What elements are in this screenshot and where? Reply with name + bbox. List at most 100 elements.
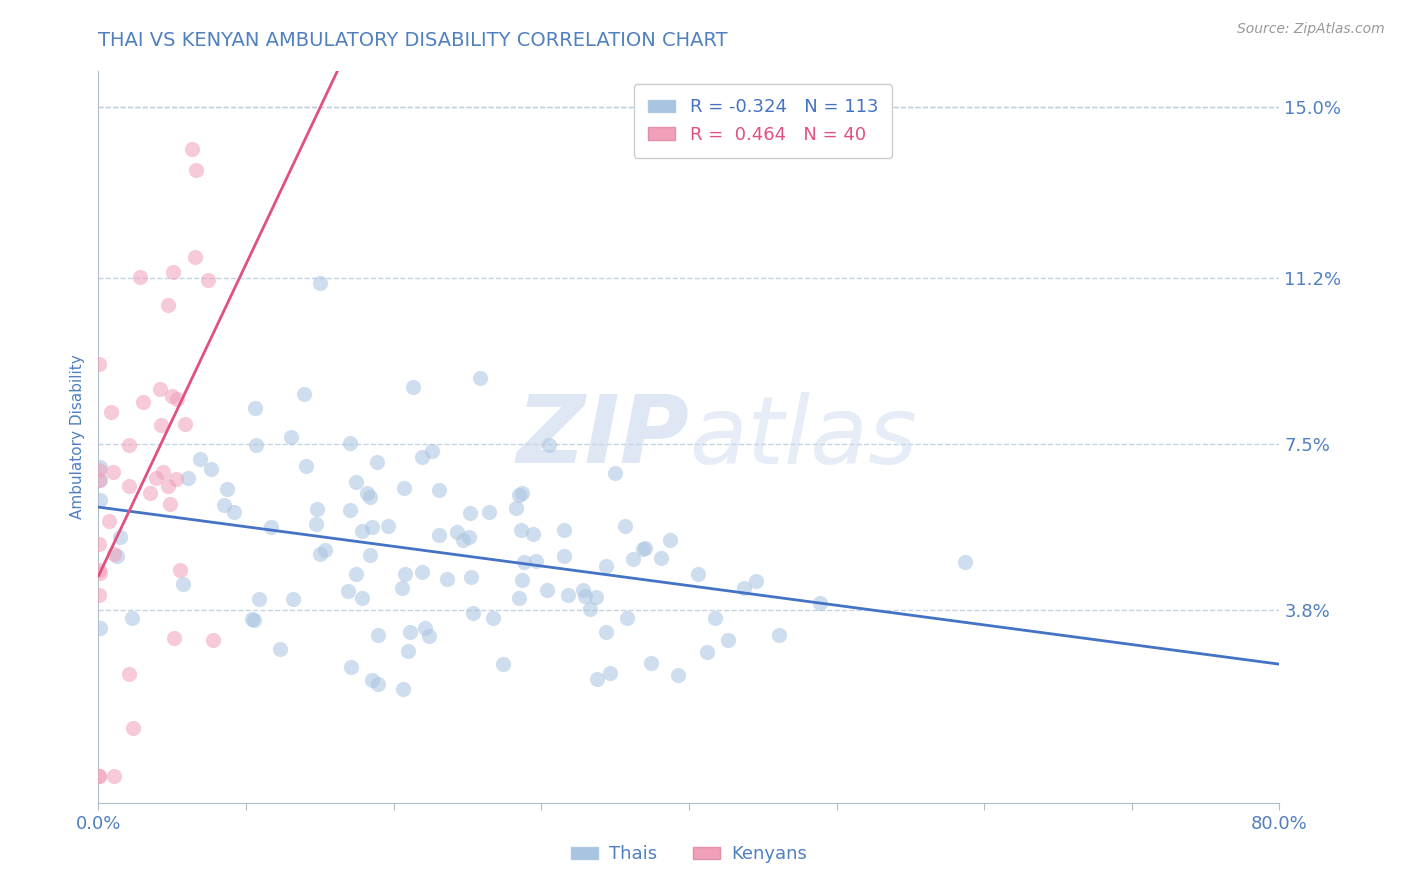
Point — [129, 270, 152, 285]
Text: Source: ZipAtlas.com: Source: ZipAtlas.com — [1237, 22, 1385, 37]
Point — [118, 667, 141, 681]
Point — [360, 673, 382, 687]
Point — [149, 417, 172, 432]
Point — [336, 584, 359, 599]
Point — [666, 667, 689, 681]
Point — [139, 486, 162, 500]
Point — [524, 554, 547, 568]
Point — [269, 642, 291, 657]
Point — [98, 514, 121, 528]
Point — [717, 632, 740, 647]
Point — [510, 486, 533, 500]
Point — [411, 565, 433, 579]
Point — [510, 573, 533, 587]
Point — [579, 602, 602, 616]
Point — [188, 452, 211, 467]
Point — [307, 502, 329, 516]
Point — [87, 357, 110, 371]
Point — [458, 506, 481, 520]
Point — [808, 596, 831, 610]
Point — [522, 526, 544, 541]
Text: THAI VS KENYAN AMBULATORY DISABILITY CORRELATION CHART: THAI VS KENYAN AMBULATORY DISABILITY COR… — [98, 31, 728, 50]
Point — [359, 490, 381, 504]
Point — [492, 657, 515, 672]
Point — [586, 672, 609, 686]
Point — [339, 502, 361, 516]
Point — [172, 577, 194, 591]
Point — [214, 499, 236, 513]
Point — [352, 524, 374, 539]
Point — [314, 542, 336, 557]
Point — [165, 472, 187, 486]
Point — [103, 769, 125, 783]
Point — [339, 436, 361, 450]
Point — [87, 537, 110, 551]
Legend: Thais, Kenyans: Thais, Kenyans — [557, 831, 821, 878]
Point — [89, 769, 111, 783]
Point — [460, 570, 482, 584]
Point — [482, 611, 505, 625]
Point — [650, 550, 672, 565]
Point — [89, 473, 111, 487]
Point — [103, 547, 125, 561]
Point — [186, 163, 208, 178]
Point — [553, 549, 575, 564]
Point — [89, 621, 111, 635]
Point — [436, 572, 458, 586]
Point — [152, 466, 174, 480]
Point — [585, 590, 607, 604]
Point — [478, 505, 501, 519]
Point — [744, 574, 766, 589]
Point — [411, 450, 433, 464]
Point — [173, 417, 195, 431]
Point — [686, 566, 709, 581]
Point — [309, 276, 332, 290]
Point — [87, 474, 110, 488]
Point — [89, 459, 111, 474]
Point — [89, 566, 111, 580]
Point — [118, 438, 141, 452]
Point — [427, 483, 450, 497]
Point — [367, 677, 389, 691]
Point — [87, 769, 110, 783]
Point — [159, 497, 181, 511]
Point — [704, 611, 727, 625]
Point — [955, 555, 977, 569]
Point — [118, 479, 141, 493]
Point — [344, 567, 367, 582]
Point — [180, 142, 202, 156]
Point — [574, 589, 596, 603]
Point — [536, 582, 558, 597]
Point — [595, 559, 617, 574]
Point — [163, 632, 186, 646]
Point — [202, 633, 225, 648]
Point — [391, 581, 413, 595]
Point — [309, 547, 332, 561]
Point — [396, 644, 419, 658]
Point — [89, 492, 111, 507]
Point — [169, 563, 191, 577]
Point — [733, 581, 755, 595]
Point — [108, 530, 131, 544]
Point — [399, 625, 422, 640]
Point — [350, 591, 373, 605]
Point — [132, 395, 155, 409]
Point — [240, 612, 263, 626]
Point — [509, 523, 531, 537]
Text: atlas: atlas — [689, 392, 917, 483]
Point — [413, 621, 436, 635]
Point — [463, 606, 485, 620]
Point — [391, 681, 413, 696]
Point — [505, 501, 527, 516]
Point — [631, 541, 654, 556]
Point — [394, 567, 416, 582]
Point — [344, 475, 367, 489]
Point — [640, 656, 662, 670]
Point — [614, 518, 637, 533]
Point — [339, 660, 361, 674]
Point — [215, 483, 238, 497]
Point — [200, 461, 222, 475]
Point — [571, 583, 593, 598]
Point — [557, 588, 579, 602]
Point — [87, 562, 110, 576]
